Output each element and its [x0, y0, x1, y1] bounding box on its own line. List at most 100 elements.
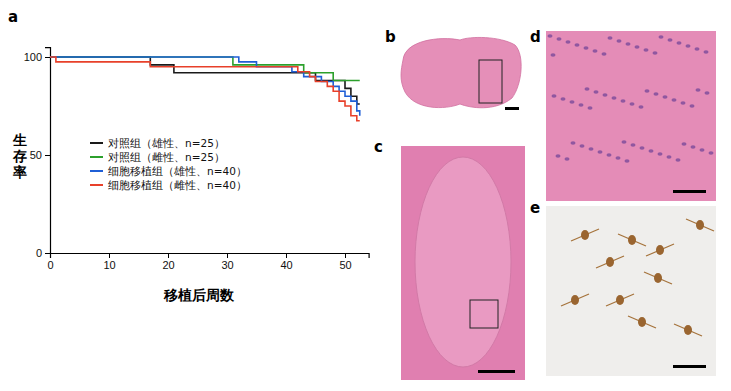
- survival-line: [50, 57, 360, 121]
- x-tick-mark: [345, 253, 346, 258]
- neurite: [628, 316, 656, 328]
- x-tick-mark: [168, 253, 169, 258]
- y-axis: 0 50 100: [24, 48, 51, 259]
- neurite: [686, 219, 714, 231]
- nucleus: [557, 37, 562, 41]
- neurite: [618, 234, 646, 246]
- panel-label: e: [530, 199, 540, 217]
- x-tick-mark: [109, 253, 110, 258]
- nucleus: [626, 42, 631, 46]
- nucleus: [561, 97, 566, 101]
- x-tick: 10: [103, 253, 115, 271]
- neurite: [561, 294, 589, 306]
- legend-swatch: [90, 184, 103, 186]
- nucleus: [575, 43, 580, 47]
- nucleus: [594, 90, 599, 94]
- x-tick: 40: [280, 253, 292, 271]
- x-tick: 30: [221, 253, 233, 271]
- y-tick-label: 50: [30, 149, 42, 161]
- y-tick-mark: [45, 155, 50, 156]
- nucleus: [667, 155, 672, 159]
- stained-cell: [628, 235, 636, 245]
- x-tick-label: 20: [162, 259, 174, 271]
- y-tick: 0: [36, 247, 50, 259]
- nucleus: [690, 104, 695, 108]
- nucleus: [696, 88, 701, 92]
- nucleus: [556, 154, 561, 158]
- nucleus: [681, 101, 686, 105]
- survival-line: [50, 57, 360, 104]
- x-tick-label: 10: [103, 259, 115, 271]
- nucleus: [579, 103, 584, 107]
- x-tick-mark: [286, 253, 287, 258]
- x-axis-line: [51, 254, 370, 259]
- nucleus: [691, 145, 696, 149]
- nucleus: [625, 159, 630, 163]
- panel-label: a: [8, 8, 18, 26]
- nucleus: [705, 91, 710, 95]
- y-axis-title: 生存率: [12, 132, 27, 180]
- nucleus: [585, 87, 590, 91]
- nucleus: [565, 157, 570, 161]
- nucleus: [700, 148, 705, 152]
- neurite: [606, 294, 634, 306]
- nucleus: [645, 89, 650, 93]
- nucleus: [682, 142, 687, 146]
- nucleus: [603, 93, 608, 97]
- nucleus: [658, 152, 663, 156]
- nucleus: [677, 41, 682, 45]
- nucleus: [580, 144, 585, 148]
- nucleus: [608, 36, 613, 40]
- nucleus: [616, 156, 621, 160]
- nucleus: [552, 94, 557, 98]
- panel-label: b: [385, 28, 396, 46]
- scale-bar: [505, 107, 519, 110]
- inset-box: [470, 300, 498, 328]
- stained-cell: [656, 245, 664, 255]
- stained-cell: [654, 273, 662, 283]
- legend-label: 对照组（雌性、n=25）: [108, 151, 225, 163]
- scale-bar: [673, 190, 706, 193]
- nucleus: [622, 140, 627, 144]
- legend-label: 对照组（雄性、n=25）: [108, 137, 225, 149]
- nucleus: [668, 38, 673, 42]
- nucleus: [686, 44, 691, 48]
- stained-cell: [616, 295, 624, 305]
- nucleus: [635, 45, 640, 49]
- nucleus: [644, 48, 649, 52]
- y-tick-mark: [45, 57, 50, 58]
- nucleus: [621, 99, 626, 103]
- x-tick: 20: [162, 253, 174, 271]
- stained-cell: [638, 317, 646, 327]
- nucleus: [612, 96, 617, 100]
- neurite: [646, 244, 674, 256]
- panel-label: c: [374, 138, 383, 156]
- nucleus: [654, 92, 659, 96]
- nucleus: [695, 47, 700, 51]
- nucleus: [570, 100, 575, 104]
- scale-bar: [478, 370, 515, 373]
- neurite: [644, 272, 672, 284]
- nucleus: [663, 95, 668, 99]
- nucleus: [593, 49, 598, 53]
- y-tick: 100: [24, 51, 50, 63]
- tissue-section: [401, 37, 521, 107]
- nucleus: [571, 141, 576, 145]
- nucleus: [653, 51, 658, 55]
- x-tick-mark: [227, 253, 228, 258]
- x-tick-label: 50: [339, 259, 351, 271]
- nucleus: [584, 46, 589, 50]
- stained-cell: [581, 230, 589, 240]
- scale-bar: [673, 365, 706, 368]
- tissue-image: [546, 206, 716, 376]
- nucleus: [607, 153, 612, 157]
- tissue-image: [546, 31, 716, 201]
- x-tick-label: 30: [221, 259, 233, 271]
- x-tick-label: 40: [280, 259, 292, 271]
- image-b: [401, 37, 521, 110]
- nucleus: [617, 39, 622, 43]
- y-tick-label: 0: [36, 247, 42, 259]
- nucleus: [639, 105, 644, 109]
- nucleus: [631, 143, 636, 147]
- nucleus: [659, 35, 664, 39]
